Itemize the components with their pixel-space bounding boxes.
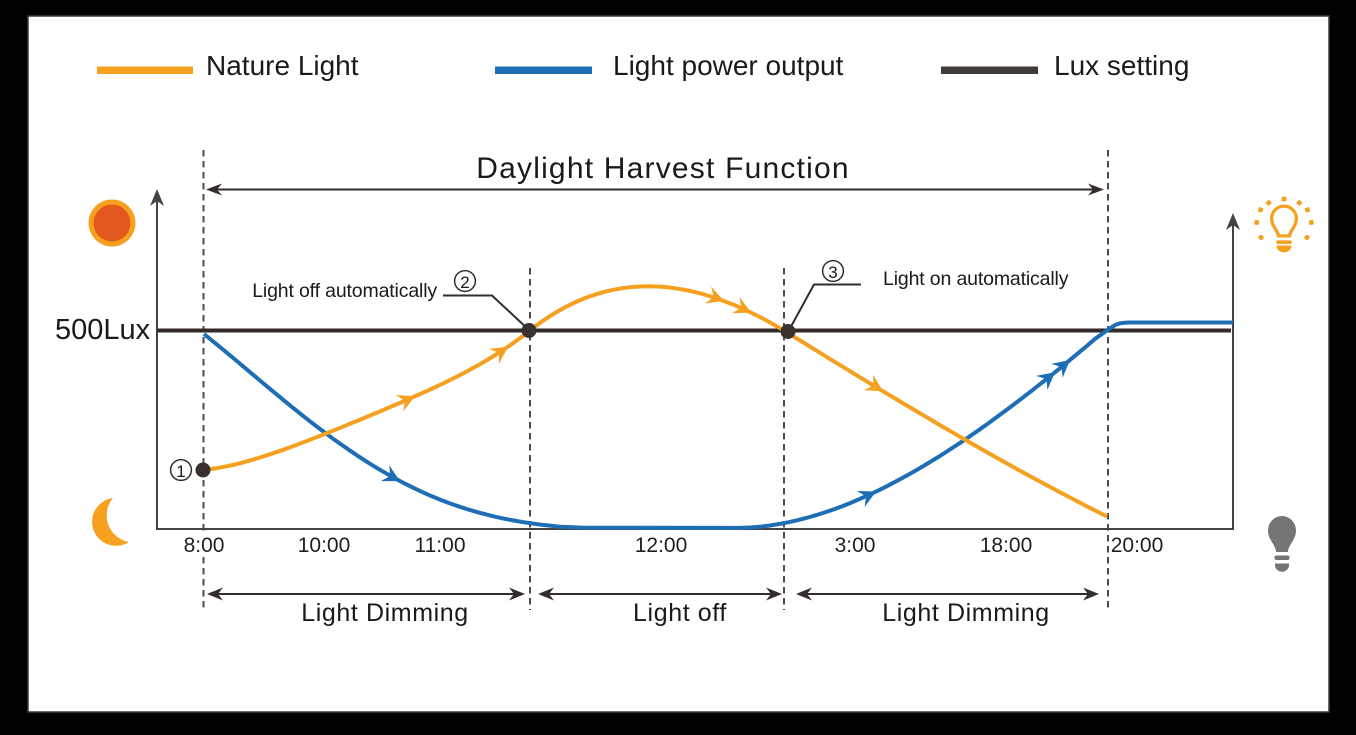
svg-text:500Lux: 500Lux: [55, 314, 151, 346]
svg-text:12:00: 12:00: [635, 534, 688, 557]
svg-text:3: 3: [828, 263, 837, 282]
svg-text:20:00: 20:00: [1111, 534, 1164, 557]
svg-text:Light off automatically: Light off automatically: [252, 280, 437, 302]
svg-text:Light off: Light off: [633, 599, 727, 627]
svg-text:11:00: 11:00: [415, 534, 466, 557]
svg-text:Lux setting: Lux setting: [1054, 50, 1189, 81]
svg-text:1: 1: [176, 462, 185, 481]
svg-text:Light power output: Light power output: [613, 50, 844, 81]
svg-text:Nature Light: Nature Light: [206, 50, 359, 81]
svg-text:10:00: 10:00: [298, 534, 351, 557]
svg-text:3:00: 3:00: [835, 534, 876, 557]
svg-text:Light on automatically: Light on automatically: [883, 268, 1069, 290]
svg-text:Light Dimming: Light Dimming: [301, 599, 469, 627]
svg-text:8:00: 8:00: [184, 534, 225, 557]
svg-text:Light Dimming: Light Dimming: [882, 599, 1050, 627]
svg-text:Daylight Harvest Function: Daylight Harvest Function: [476, 152, 849, 185]
svg-text:18:00: 18:00: [980, 534, 1033, 557]
svg-text:2: 2: [460, 273, 469, 292]
